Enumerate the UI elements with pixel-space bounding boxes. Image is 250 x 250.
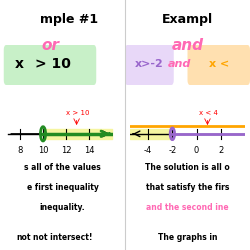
FancyBboxPatch shape — [125, 45, 174, 85]
Text: The solution is all o: The solution is all o — [145, 162, 230, 172]
Text: x: x — [15, 57, 24, 71]
Text: x>-2: x>-2 — [134, 59, 163, 69]
Text: and: and — [168, 59, 192, 69]
FancyBboxPatch shape — [4, 45, 96, 85]
Text: mple #1: mple #1 — [40, 12, 98, 26]
Text: and: and — [172, 38, 203, 52]
Text: -4: -4 — [144, 146, 152, 155]
Text: not intersect!: not intersect! — [33, 232, 92, 241]
Text: -2: -2 — [168, 146, 176, 155]
Text: e first inequality: e first inequality — [26, 182, 99, 192]
Text: x <: x < — [208, 59, 229, 69]
FancyBboxPatch shape — [188, 45, 250, 85]
Text: 8: 8 — [17, 146, 22, 155]
Text: that satisfy the firs: that satisfy the firs — [146, 182, 229, 192]
Text: > 10: > 10 — [35, 57, 71, 71]
Text: 10: 10 — [38, 146, 48, 155]
Text: x > 10: x > 10 — [66, 110, 90, 116]
Text: x < 4: x < 4 — [199, 110, 218, 116]
Text: s all of the values: s all of the values — [24, 162, 101, 172]
Text: and the second ine: and the second ine — [146, 202, 229, 211]
Text: not: not — [16, 232, 31, 241]
Text: 14: 14 — [84, 146, 94, 155]
Text: 2: 2 — [218, 146, 224, 155]
Text: 12: 12 — [61, 146, 72, 155]
Text: 0: 0 — [194, 146, 199, 155]
Text: inequality.: inequality. — [40, 202, 85, 211]
Text: or: or — [41, 38, 59, 52]
Text: The graphs in: The graphs in — [158, 232, 217, 241]
Text: Exampl: Exampl — [162, 12, 213, 26]
